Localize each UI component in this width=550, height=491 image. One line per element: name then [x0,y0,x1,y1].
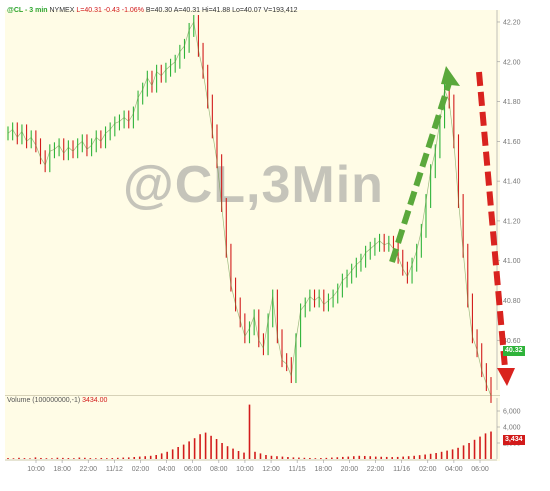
x-tick-label: 18:00 [53,466,71,473]
volume-tick-label: 6,000 [503,409,521,416]
x-tick-label: 06:00 [184,466,202,473]
last-volume-badge: 3,434 [503,435,525,445]
x-tick-label: 10:00 [236,466,254,473]
bid-value: B=40.30 [145,7,173,14]
price-panel [5,10,500,395]
price-tick-label: 41.00 [503,258,521,265]
symbol-label: @CL - 3 min [7,7,48,14]
price-tick-label: 42.00 [503,59,521,66]
x-tick-label: 18:00 [315,466,333,473]
red-arrow-shaft [476,71,508,369]
ask-value: A=40.31 [173,7,200,14]
price-tick-label: 41.40 [503,179,521,186]
x-tick-label: 02:00 [419,466,437,473]
volume-total: V=193,412 [263,7,298,14]
x-tick-label: 02:00 [132,466,150,473]
change-value: -0.43 [103,7,120,14]
x-tick-label: 04:00 [158,466,176,473]
x-tick-label: 11/15 [289,466,306,473]
last-price-badge: 40.32 [503,346,525,356]
watermark: @CL,3Min [123,156,384,214]
x-tick-label: 11/16 [393,466,410,473]
price-tick-label: 40.80 [503,298,521,305]
volume-panel [5,395,500,461]
price-tick-label: 42.20 [503,19,521,26]
x-tick-label: 20:00 [341,466,359,473]
price-line [7,20,492,397]
x-tick-label: 11/12 [106,466,123,473]
volume-label: Volume (100000000,-1) [7,397,81,404]
x-tick-label: 10:00 [27,466,45,473]
x-tick-label: 06:00 [471,466,489,473]
price-tick-label: 41.20 [503,218,521,225]
price-tick-label: 41.80 [503,99,521,106]
x-tick-label: 12:00 [262,466,280,473]
x-tick-label: 22:00 [367,466,385,473]
volume-tick-label: 4,000 [503,425,521,432]
red-arrow-head [497,368,515,386]
price-tick-label: 40.60 [503,338,521,345]
high-value: Hi=41.88 [201,7,231,14]
green-arrow-shaft [389,79,453,263]
exchange-label: NYMEX [49,7,75,14]
volume-header: Volume (100000000,-1) 3434.00 [7,397,107,404]
x-tick-label: 08:00 [210,466,228,473]
green-arrow-head [441,66,460,86]
chart-header: @CL - 3 min NYMEX L=40.31 -0.43 -1.06% B… [7,7,298,14]
price-tick-label: 41.60 [503,139,521,146]
last-price: L=40.31 [76,7,102,14]
x-tick-label: 04:00 [445,466,463,473]
low-value: Lo=40.07 [232,7,262,14]
x-tick-label: 22:00 [79,466,97,473]
change-percent: -1.06% [121,7,144,14]
volume-value: 3434.00 [82,397,108,404]
